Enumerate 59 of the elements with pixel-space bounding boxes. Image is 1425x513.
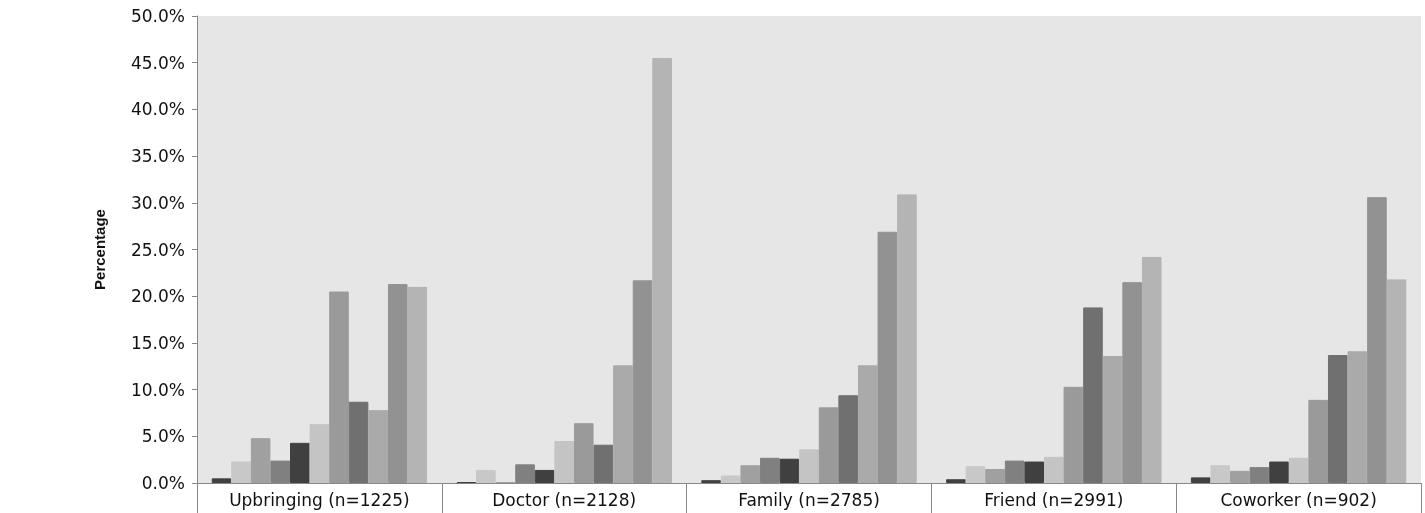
y-tick-label: 15.0% bbox=[130, 332, 185, 353]
bar bbox=[965, 466, 986, 483]
y-tick-label: 20.0% bbox=[130, 286, 185, 307]
y-axis-title: Percentage bbox=[91, 209, 108, 290]
bar bbox=[857, 365, 878, 483]
y-tick-label: 10.0% bbox=[130, 379, 185, 400]
bar bbox=[1141, 256, 1162, 483]
bar bbox=[818, 407, 839, 483]
x-tick-label: Doctor (n=2128) bbox=[492, 489, 637, 510]
bar bbox=[1190, 477, 1211, 483]
bar bbox=[1044, 456, 1064, 483]
bar bbox=[554, 440, 574, 483]
y-tick-label: 40.0% bbox=[130, 99, 185, 120]
y-tick-label: 0.0% bbox=[141, 473, 185, 493]
bar bbox=[368, 410, 388, 483]
bar bbox=[1230, 470, 1250, 483]
bar bbox=[613, 365, 633, 483]
bar bbox=[946, 479, 966, 483]
bar bbox=[1102, 355, 1123, 483]
bar bbox=[1210, 465, 1231, 483]
y-tick-label: 5.0% bbox=[141, 426, 185, 447]
bar bbox=[1269, 461, 1289, 483]
bar bbox=[534, 469, 555, 483]
bar bbox=[838, 395, 858, 483]
bar bbox=[652, 58, 672, 483]
y-tick-label: 30.0% bbox=[130, 192, 185, 213]
bar bbox=[407, 286, 428, 483]
bar bbox=[476, 469, 496, 483]
bar bbox=[1386, 279, 1407, 483]
bar bbox=[1063, 386, 1084, 483]
bar bbox=[985, 468, 1005, 483]
bar bbox=[897, 194, 917, 483]
bar bbox=[211, 478, 232, 483]
bar bbox=[799, 449, 819, 483]
bar bbox=[779, 458, 800, 483]
bar bbox=[309, 424, 330, 483]
y-tick-label: 25.0% bbox=[130, 239, 185, 260]
bar bbox=[573, 423, 594, 483]
y-tick-label: 50.0% bbox=[130, 6, 185, 26]
bar bbox=[231, 461, 251, 483]
bar bbox=[593, 444, 614, 483]
x-tick-label: Family (n=2785) bbox=[738, 489, 880, 510]
bar bbox=[740, 465, 761, 483]
bar bbox=[1327, 355, 1348, 483]
bar bbox=[329, 291, 349, 483]
bar bbox=[348, 401, 369, 483]
bar bbox=[250, 438, 271, 483]
bar bbox=[1308, 399, 1328, 483]
bar bbox=[1288, 457, 1309, 483]
bar bbox=[1083, 307, 1103, 483]
bar bbox=[1347, 351, 1368, 483]
bar bbox=[1024, 461, 1045, 483]
x-tick-label: Upbringing (n=1225) bbox=[229, 489, 410, 510]
y-tick-label: 45.0% bbox=[130, 52, 185, 73]
x-tick-label: Friend (n=2991) bbox=[984, 489, 1124, 510]
x-tick-label: Coworker (n=902) bbox=[1220, 489, 1377, 510]
bar bbox=[720, 475, 741, 483]
bar bbox=[290, 442, 310, 483]
y-tick-label: 35.0% bbox=[130, 146, 185, 167]
